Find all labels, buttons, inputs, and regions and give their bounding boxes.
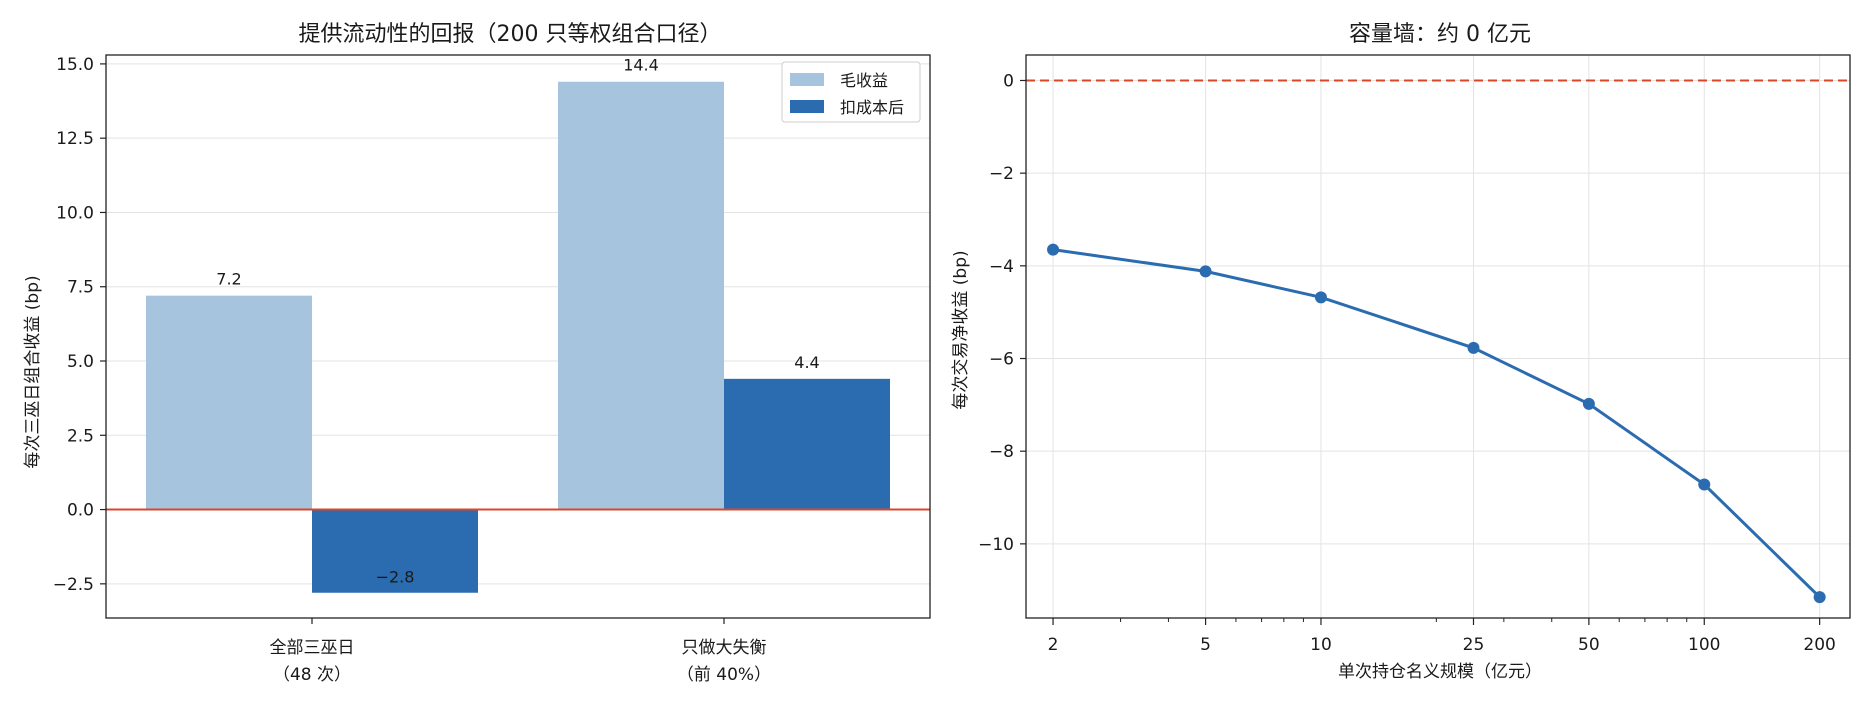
bar-data-label: 7.2 [216,270,241,289]
legend-label-gross: 毛收益 [840,71,888,90]
legend-label-net: 扣成本后 [840,98,904,117]
legend-swatch-gross [790,73,824,86]
data-point [1582,397,1595,410]
y-tick-label: 7.5 [67,278,94,298]
bar-chart-x-axis: 全部三巫日 （48 次） 只做大失衡 （前 40%） [270,618,771,685]
x-tick-label: 2 [1048,635,1059,655]
legend-swatch-net [790,100,824,113]
data-point [1813,591,1826,604]
x-tick-label: 全部三巫日 [270,638,355,658]
data-point [1047,243,1060,256]
data-point [1467,341,1480,354]
line-chart-y-axis-label: 每次交易净收益 (bp) [951,250,971,409]
x-tick-label: 5 [1200,635,1211,655]
y-tick-label: 5.0 [67,352,94,372]
bar-net [724,378,890,510]
bar-chart-y-axis: −2.5 0.0 2.5 5.0 7.5 10.0 12.5 15.0 [53,55,106,595]
y-tick-label: −10 [978,535,1014,555]
bar-chart-panel: 提供流动性的回报（200 只等权组合口径） 7.2 −2.8 14.4 4.4 −2.… [23,22,931,685]
y-tick-label: 15.0 [56,55,94,75]
y-tick-label: 0.0 [67,501,94,521]
y-tick-label: −2 [989,164,1014,184]
line-chart-title: 容量墙：约 0 亿元 [1349,22,1531,47]
bar-chart-y-axis-label: 每次三巫日组合收益 (bp) [23,275,43,468]
bar-chart-bars: 7.2 −2.8 14.4 4.4 [146,56,890,593]
x-tick-label: 25 [1463,635,1485,655]
x-tick-label: 50 [1578,635,1600,655]
y-tick-label: −4 [989,257,1014,277]
line-chart-frame [1025,54,1851,619]
x-tick-label: 100 [1688,635,1720,655]
y-tick-label: 0 [1003,71,1014,91]
bar-data-label: −2.8 [376,568,415,587]
line-chart-x-axis: 2 5 10 25 50 100 200 [1048,618,1836,655]
bar-net [312,509,478,593]
y-tick-label: 2.5 [67,426,94,446]
y-tick-label: 10.0 [56,203,94,223]
bar-chart-title: 提供流动性的回报（200 只等权组合口径） [299,22,722,47]
data-point [1199,265,1212,278]
y-tick-label: −6 [989,350,1014,370]
x-tick-label: 200 [1803,635,1835,655]
bar-chart-frame [105,54,931,619]
bar-gross [558,81,724,510]
bar-data-label: 4.4 [794,353,819,372]
y-tick-label: 12.5 [56,129,94,149]
line-chart-x-axis-label: 单次持仓名义规模（亿元） [1338,662,1542,682]
bar-chart-legend: 毛收益 扣成本后 [781,61,921,123]
x-tick-sublabel: （前 40%） [677,665,771,685]
x-tick-label: 10 [1310,635,1332,655]
x-tick-sublabel: （48 次） [273,665,351,685]
line-chart-y-axis: −10 −8 −6 −4 −2 0 [978,71,1026,555]
bar-data-label: 14.4 [623,56,659,75]
data-point [1698,478,1711,491]
line-chart-panel: 容量墙：约 0 亿元 −10−8−6−4−20 2 5 10 25 50 100 200 单… [951,22,1851,682]
y-tick-label: −2.5 [53,575,94,595]
bar-gross [146,295,312,510]
data-point [1314,291,1327,304]
y-tick-label: −8 [989,442,1014,462]
line-chart-series [1047,243,1826,604]
x-tick-label: 只做大失衡 [682,638,767,658]
